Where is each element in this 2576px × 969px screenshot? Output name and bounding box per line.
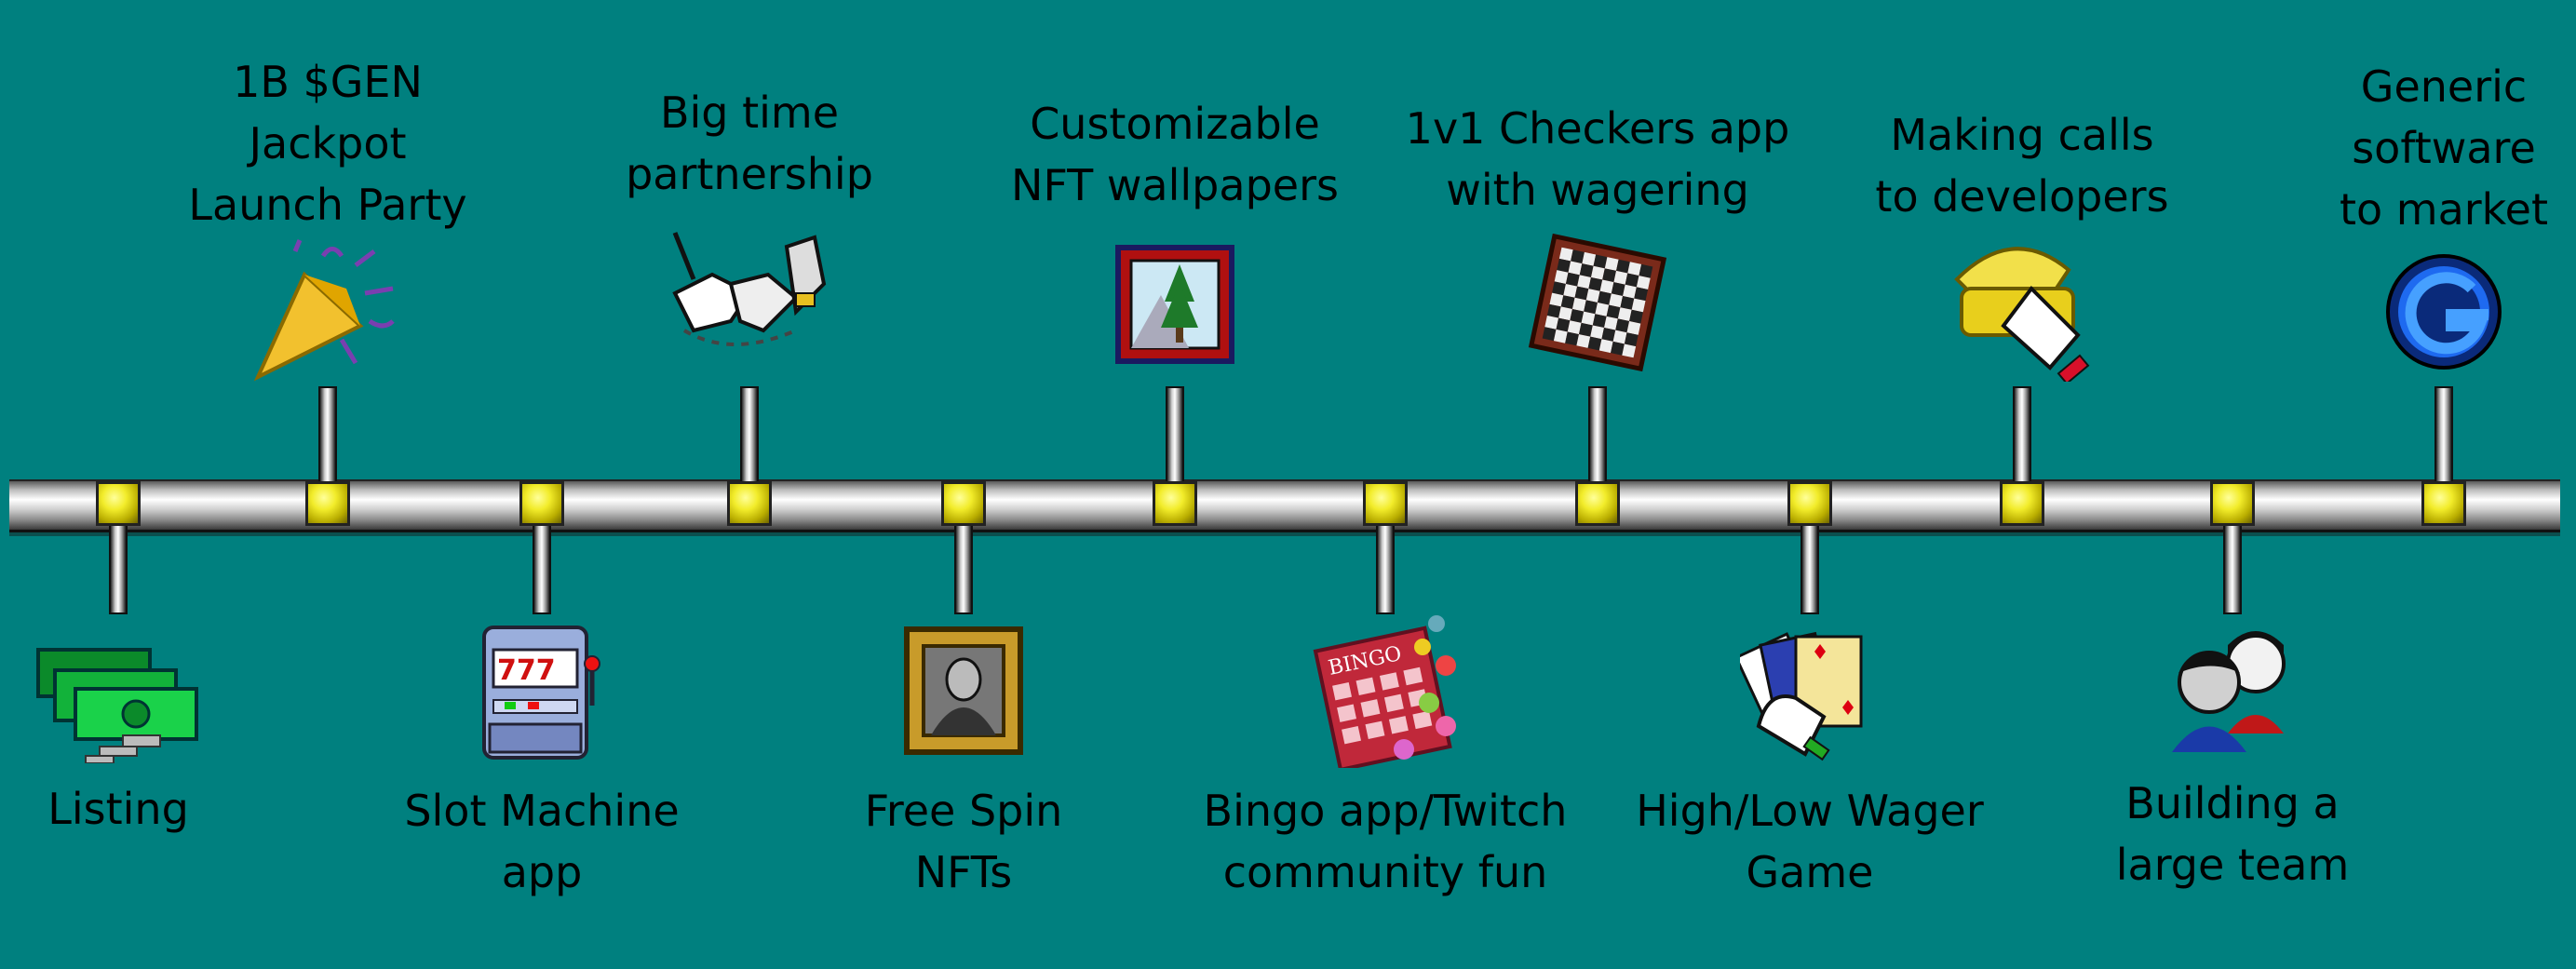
connector-stem	[1166, 386, 1184, 489]
money-icon	[34, 642, 202, 767]
milestone-knob	[727, 481, 772, 526]
milestone-label-team: Building a large team	[2115, 778, 2350, 890]
generic-logo-icon	[2383, 251, 2504, 376]
milestone-label-bingo: Bingo app/Twitch community fun	[1203, 786, 1568, 897]
connector-stem	[1376, 512, 1395, 614]
connector-stem	[109, 512, 128, 614]
handshake-icon	[666, 228, 833, 371]
milestone-label-listing: Listing	[47, 784, 189, 834]
milestone-label-calls: Making calls to developers	[1875, 110, 2169, 222]
milestone-knob	[2210, 481, 2255, 526]
milestone-label-wallpapers: Customizable NFT wallpapers	[1011, 99, 1339, 210]
milestone-knob	[1153, 481, 1197, 526]
milestone-knob	[2421, 481, 2466, 526]
milestone-knob	[1363, 481, 1408, 526]
milestone-knob	[1787, 481, 1832, 526]
timeline-rail	[9, 479, 2560, 532]
milestone-knob	[2000, 481, 2044, 526]
slot-machine-icon: 777	[477, 622, 607, 765]
connector-stem	[318, 386, 337, 489]
milestone-knob	[519, 481, 564, 526]
milestone-label-partnership: Big time partnership	[626, 87, 873, 199]
milestone-label-slot: Slot Machine app	[404, 786, 680, 897]
connector-stem	[2434, 386, 2453, 489]
connector-stem	[740, 386, 759, 489]
connector-stem	[2013, 386, 2031, 489]
connector-stem	[954, 512, 973, 614]
milestone-label-jackpot: 1B $GEN Jackpot Launch Party	[188, 57, 467, 230]
connector-stem	[1801, 512, 1819, 614]
people-icon	[2158, 622, 2307, 756]
playing-cards-icon	[1733, 624, 1880, 767]
framed-portrait-icon	[903, 626, 1024, 760]
telephone-icon	[1938, 223, 2106, 385]
milestone-knob	[1575, 481, 1620, 526]
milestone-knob	[941, 481, 986, 526]
milestone-label-freespin: Free Spin NFTs	[864, 786, 1063, 897]
connector-stem	[1588, 386, 1607, 489]
milestone-knob	[96, 481, 141, 526]
connector-stem	[533, 512, 551, 614]
svg-text:777: 777	[497, 654, 556, 687]
milestone-knob	[305, 481, 350, 526]
connector-stem	[2223, 512, 2242, 614]
party-popper-icon	[249, 237, 407, 390]
framed-landscape-icon	[1114, 244, 1235, 369]
checkerboard-icon	[1528, 233, 1667, 376]
milestone-label-highlow: High/Low Wager Game	[1636, 786, 1984, 897]
milestone-label-checkers: 1v1 Checkers app with wagering	[1405, 103, 1790, 215]
bingo-card-icon: BINGO	[1306, 610, 1464, 773]
milestone-label-market: Generic software to market	[2339, 61, 2549, 235]
